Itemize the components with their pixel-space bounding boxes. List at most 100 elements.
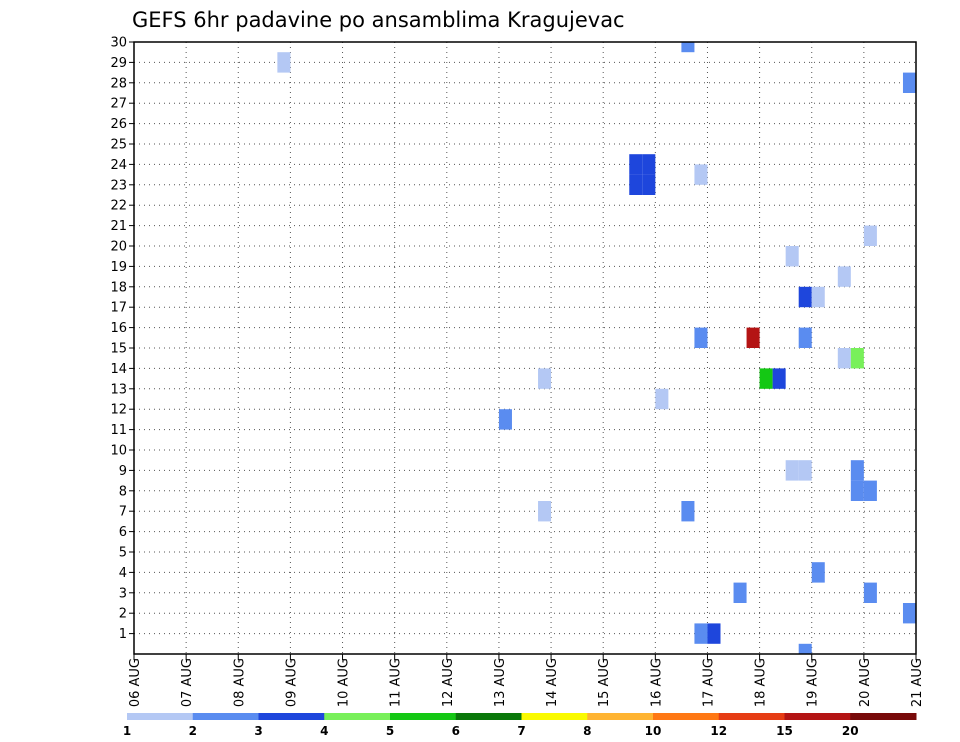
colorbar-segment [455,713,522,720]
y-tick-label: 25 [110,138,127,153]
x-tick-label: 21 AUG [910,658,925,707]
y-tick-label: 6 [119,525,127,540]
colorbar-segment [718,713,785,720]
precip-cell [629,154,643,175]
colorbar: 1 2 3 4 5 6 7 8 10 12 15 20 [123,713,917,738]
y-tick-label: 2 [119,607,127,622]
grid-lines [134,42,916,654]
y-tick-label: 30 [110,36,127,51]
y-tick-label: 15 [110,342,127,357]
colorbar-label: 10 [645,724,662,738]
precip-cell [642,174,656,195]
colorbar-segment [390,713,457,720]
colorbar-segment [192,713,259,720]
precip-cell [629,174,643,195]
x-axis: 06 AUG 07 AUG 08 AUG 09 AUG 10 AUG 11 AUG 12 A… [128,654,925,707]
colorbar-segment [653,713,720,720]
chart-title: GEFS 6hr padavine po ansamblima Kragujev… [132,8,625,32]
precip-cell [707,623,721,644]
precip-cell [694,327,708,348]
y-tick-label: 4 [119,566,127,581]
x-tick-label: 07 AUG [180,658,195,707]
y-tick-label: 7 [119,505,127,520]
y-tick-label: 9 [119,464,127,479]
x-tick-label: 14 AUG [545,658,560,707]
precip-cells [277,42,916,654]
y-tick-label: 13 [110,382,127,397]
colorbar-label: 6 [452,724,460,738]
colorbar-label: 2 [189,724,197,738]
y-tick-label: 26 [110,117,127,132]
precip-cell [759,368,773,389]
precip-cell [785,246,799,267]
y-tick-label: 18 [110,280,127,295]
colorbar-segment [850,713,917,720]
precip-cell [798,327,812,348]
precip-cell [811,286,825,308]
x-tick-label: 16 AUG [649,658,664,707]
precip-cell [681,501,695,522]
colorbar-label: 8 [583,724,591,738]
x-tick-label: 19 AUG [806,658,821,707]
y-tick-label: 11 [110,423,127,438]
precip-cell [863,582,877,603]
precip-cell [798,286,812,308]
precip-cell [785,460,799,481]
precip-cell [798,460,812,481]
precip-cell [811,562,825,583]
y-tick-label: 17 [110,301,127,316]
x-tick-label: 06 AUG [128,658,143,707]
precip-cell [733,582,747,603]
x-tick-label: 13 AUG [493,658,508,707]
colorbar-label: 4 [320,724,328,738]
colorbar-segment [258,713,325,720]
y-tick-label: 21 [110,219,127,234]
x-tick-label: 12 AUG [441,658,456,707]
colorbar-label: 5 [386,724,394,738]
colorbar-label: 15 [776,724,793,738]
colorbar-label: 20 [842,724,859,738]
y-tick-label: 12 [110,403,127,418]
precip-cell [850,348,864,369]
precip-cell [694,164,708,185]
y-tick-label: 1 [119,627,127,642]
precip-cell [538,501,552,522]
y-tick-label: 3 [119,586,127,601]
precip-cell [538,368,552,389]
colorbar-segment [127,713,194,720]
precip-cell [850,460,864,481]
precip-cell [694,623,708,644]
precip-cell [655,388,669,410]
y-tick-label: 28 [110,76,127,91]
y-tick-label: 22 [110,199,127,214]
precip-cell [863,480,877,501]
precip-cell [902,603,916,624]
colorbar-label: 12 [710,724,727,738]
y-tick-label: 14 [110,362,127,377]
precip-cell [902,72,916,93]
precip-cell [837,348,851,369]
y-tick-label: 5 [119,546,127,561]
colorbar-segment [587,713,654,720]
precip-cell [837,266,851,287]
y-tick-label: 16 [110,321,127,336]
colorbar-label: 7 [517,724,525,738]
precip-cell [498,409,512,430]
y-tick-label: 10 [110,444,127,459]
precip-cell [863,225,877,246]
x-tick-label: 17 AUG [701,658,716,707]
y-tick-label: 19 [110,260,127,275]
y-tick-label: 24 [110,158,127,173]
precip-cell [642,154,656,175]
x-tick-label: 11 AUG [389,658,404,707]
x-tick-label: 18 AUG [754,658,769,707]
x-tick-label: 08 AUG [232,658,247,707]
colorbar-segment [324,713,391,720]
precip-cell [746,327,760,348]
precip-cell [681,42,695,53]
y-tick-label: 27 [110,97,127,112]
precip-cell [850,480,864,501]
x-tick-label: 15 AUG [597,658,612,707]
colorbar-segment [784,713,851,720]
